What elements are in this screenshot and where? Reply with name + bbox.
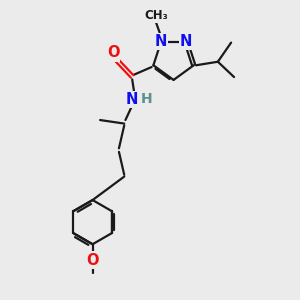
Text: N: N <box>155 34 167 49</box>
Text: O: O <box>86 253 99 268</box>
Text: CH₃: CH₃ <box>144 9 168 22</box>
Text: N: N <box>180 34 192 49</box>
Text: N: N <box>126 92 138 107</box>
Text: H: H <box>141 92 153 106</box>
Text: O: O <box>107 45 119 60</box>
